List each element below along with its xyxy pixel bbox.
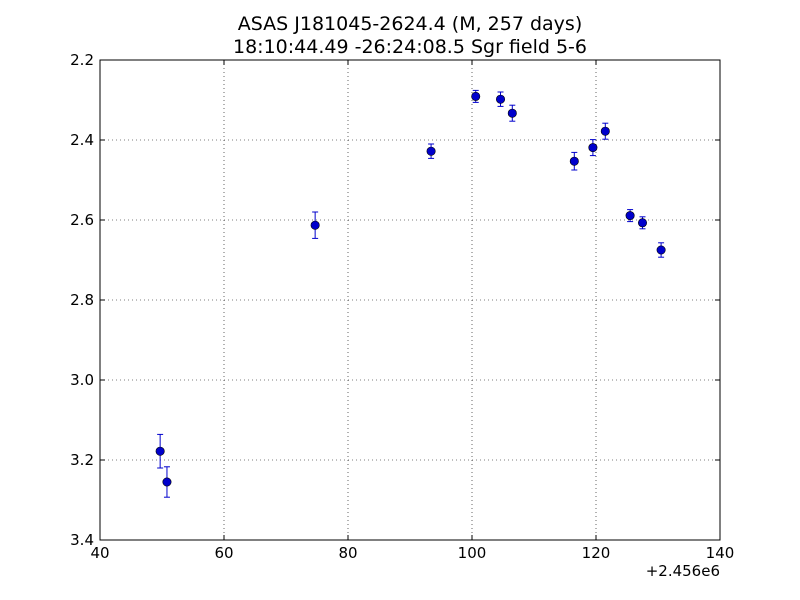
point-marker <box>507 108 517 118</box>
data-points <box>155 89 666 498</box>
point-marker <box>426 146 436 156</box>
data-point <box>507 104 517 122</box>
chart-title: ASAS J181045-2624.4 (M, 257 days) <box>238 13 582 35</box>
y-tick-label: 2.8 <box>70 291 94 309</box>
data-point <box>588 139 598 157</box>
data-point <box>471 89 481 103</box>
point-marker <box>625 211 635 221</box>
data-point <box>569 151 579 171</box>
x-offset-label: +2.456e6 <box>646 562 720 580</box>
x-tick-label: 140 <box>706 544 735 562</box>
y-tick-label: 3.0 <box>70 371 94 389</box>
data-point <box>162 466 172 498</box>
grid <box>100 60 720 540</box>
point-marker <box>600 126 610 136</box>
plot-frame <box>99 59 721 541</box>
point-marker <box>637 218 647 228</box>
axis-ticks: 40 60 80 100 120 140 2.2 2.4 2.6 2.8 3.0 3.2 3.4 <box>70 51 734 562</box>
y-tick-label: 2.2 <box>70 51 94 69</box>
x-tick-label: 120 <box>582 544 611 562</box>
data-point <box>656 242 666 258</box>
y-tick-label: 2.6 <box>70 211 94 229</box>
point-marker <box>155 446 165 456</box>
point-marker <box>162 477 172 487</box>
chart-subtitle: 18:10:44.49 -26:24:08.5 Sgr field 5-6 <box>233 36 587 58</box>
y-tick-label: 3.4 <box>70 531 94 549</box>
point-marker <box>471 91 481 101</box>
point-marker <box>588 143 598 153</box>
point-marker <box>569 156 579 166</box>
point-marker <box>496 94 506 104</box>
point-marker <box>656 245 666 255</box>
data-point <box>426 143 436 159</box>
x-tick-label: 80 <box>338 544 357 562</box>
data-point <box>496 91 506 107</box>
y-tick-label: 3.2 <box>70 451 94 469</box>
data-point <box>637 216 647 230</box>
x-tick-label: 40 <box>90 544 109 562</box>
data-point <box>310 211 320 239</box>
x-tick-label: 60 <box>214 544 233 562</box>
point-marker <box>310 220 320 230</box>
data-point <box>155 433 165 469</box>
x-tick-label: 100 <box>458 544 487 562</box>
data-point <box>625 209 635 223</box>
y-tick-label: 2.4 <box>70 131 94 149</box>
data-point <box>600 122 610 140</box>
